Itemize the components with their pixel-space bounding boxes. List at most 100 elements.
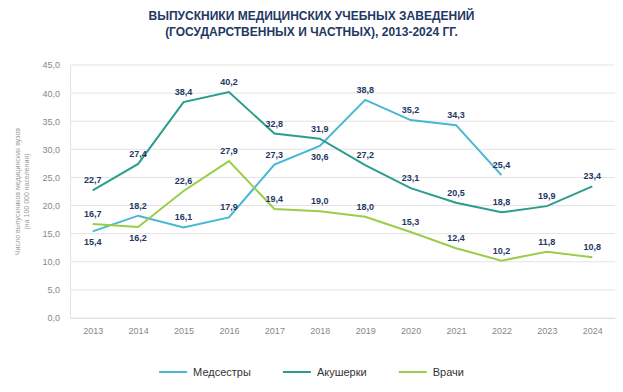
y-tick-label: 30,0 (42, 145, 60, 155)
y-tick: 35,0 (42, 117, 70, 127)
data-label: 22,6 (175, 176, 193, 186)
x-tick-label: 2016 (219, 326, 239, 336)
data-label: 30,6 (311, 152, 329, 162)
x-tick-label: 2023 (537, 326, 557, 336)
y-tick: 45,0 (42, 60, 70, 70)
y-axis-line (70, 66, 71, 319)
x-tick: 2013 (83, 318, 103, 336)
y-tick-label: 40,0 (42, 88, 60, 98)
data-label: 16,2 (129, 233, 147, 243)
grid-line (70, 177, 615, 178)
x-axis: 2013 2014 2015 2016 2017 2018 2019 2020 2021 2022… (71, 318, 616, 336)
data-labels: 15,418,216,117,927,330,638,835,234,325,4… (84, 77, 601, 256)
data-label: 27,9 (220, 146, 238, 156)
y-tick: 25,0 (42, 173, 70, 183)
data-label: 32,8 (266, 119, 284, 129)
x-tick-label: 2017 (265, 326, 285, 336)
x-axis-line (71, 318, 616, 319)
y-tick-label: 0,0 (47, 313, 60, 323)
data-label: 18,8 (493, 197, 511, 207)
grid-line (70, 65, 615, 66)
x-tick-label: 2019 (356, 326, 376, 336)
grid-line (70, 205, 615, 206)
x-tick: 2015 (174, 318, 194, 336)
data-label: 35,2 (402, 105, 420, 115)
data-label: 31,9 (311, 124, 329, 134)
data-label: 19,0 (311, 196, 329, 206)
grid-line (70, 149, 615, 150)
legend-label: Врачи (433, 366, 464, 378)
y-tick: 10,0 (42, 257, 70, 267)
x-tick-label: 2014 (129, 326, 149, 336)
title: ВЫПУСКНИКИ МЕДИЦИНСКИХ УЧЕБНЫХ ЗАВЕДЕНИЙ… (149, 8, 475, 39)
y-tick: 5,0 (47, 285, 70, 295)
legend-label: Акушерки (317, 366, 367, 378)
y-tick: 40,0 (42, 88, 70, 98)
data-label: 27,4 (129, 149, 147, 159)
data-label: 38,4 (175, 87, 193, 97)
y-tick-label: 20,0 (42, 201, 60, 211)
grid-line (70, 93, 615, 94)
x-tick: 2018 (310, 318, 330, 336)
y-tick-label: 10,0 (42, 257, 60, 267)
series-line (93, 92, 593, 212)
legend-item: Медсестры (159, 366, 251, 378)
y-tick-label: 15,0 (42, 229, 60, 239)
x-tick-label: 2021 (447, 326, 467, 336)
data-label: 40,2 (220, 77, 238, 87)
data-label: 27,2 (356, 150, 374, 160)
grid-line (70, 261, 615, 262)
x-tick: 2022 (492, 318, 512, 336)
title-line: ВЫПУСКНИКИ МЕДИЦИНСКИХ УЧЕБНЫХ ЗАВЕДЕНИЙ (149, 8, 475, 23)
data-label: 12,4 (447, 233, 465, 243)
data-label: 20,5 (447, 188, 465, 198)
x-tick-label: 2018 (310, 326, 330, 336)
title-line: (ГОСУДАРСТВЕННЫХ И ЧАСТНЫХ), 2013-2024 Г… (165, 25, 458, 39)
legend-item: Акушерки (283, 366, 367, 378)
chart: ВЫПУСКНИКИ МЕДИЦИНСКИХ УЧЕБНЫХ ЗАВЕДЕНИЙ… (0, 0, 623, 392)
data-label: 16,7 (84, 209, 102, 219)
data-label: 23,4 (584, 171, 602, 181)
x-tick: 2016 (219, 318, 239, 336)
legend-swatch (159, 371, 187, 373)
y-tick-label: 35,0 (42, 117, 60, 127)
x-tick: 2020 (401, 318, 421, 336)
plot-area (93, 92, 593, 261)
y-tick: 20,0 (42, 201, 70, 211)
data-label: 11,8 (538, 237, 555, 247)
x-tick: 2024 (583, 318, 603, 336)
grid-line (70, 233, 615, 234)
legend-label: Медсестры (193, 366, 251, 378)
x-tick-label: 2013 (83, 326, 103, 336)
legend-swatch (399, 371, 427, 373)
data-label: 17,9 (220, 202, 238, 212)
y-axis-title: Число выпускников медицинских вузов(на 1… (14, 128, 31, 255)
data-label: 34,3 (447, 110, 465, 120)
data-label: 18,0 (356, 202, 374, 212)
legend-swatch (283, 371, 311, 373)
data-label: 10,8 (584, 242, 602, 252)
data-label: 25,4 (493, 160, 511, 170)
x-tick-label: 2020 (401, 326, 421, 336)
data-label: 19,4 (266, 194, 284, 204)
x-tick: 2019 (356, 318, 376, 336)
series-line (93, 100, 502, 232)
grid (70, 65, 615, 318)
x-tick: 2021 (447, 318, 467, 336)
grid-line (70, 289, 615, 290)
data-label: 23,1 (402, 173, 420, 183)
y-axis-title-line: (на 100 000 населения) (23, 153, 31, 229)
y-tick-label: 45,0 (42, 60, 60, 70)
x-tick: 2023 (537, 318, 557, 336)
y-tick-label: 25,0 (42, 173, 60, 183)
x-tick: 2014 (129, 318, 149, 336)
legend: Медсестры Акушерки Врачи (159, 366, 464, 378)
y-axis: 0,0 5,0 10,0 15,0 20,0 25,0 30,0 35,0 40,0 45,0 (42, 60, 70, 323)
y-tick: 0,0 (47, 313, 70, 323)
data-label: 15,4 (84, 237, 102, 247)
x-tick-label: 2015 (174, 326, 194, 336)
x-tick: 2017 (265, 318, 285, 336)
grid-line (70, 318, 615, 319)
data-label: 22,7 (84, 175, 102, 185)
x-tick-label: 2024 (583, 326, 603, 336)
